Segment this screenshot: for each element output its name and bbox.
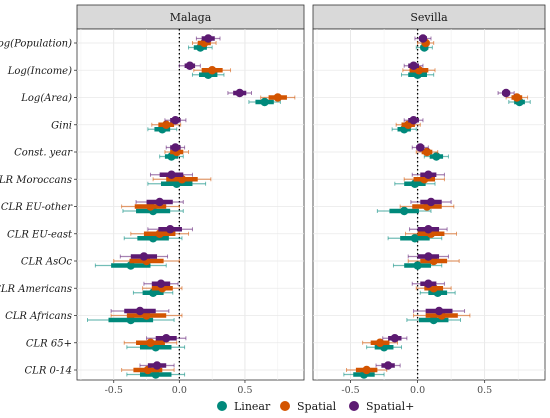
panel-title-sevilla: Sevilla <box>410 11 448 24</box>
estimate-point-linear-clr-eu-other-sevilla <box>399 206 409 216</box>
estimate-point-linear-clr-americans-malaga <box>148 288 158 297</box>
y-category-label-const-year: Const. year <box>14 148 73 159</box>
estimate-point-spatial-clr-asoc-malaga <box>139 252 149 261</box>
y-category-label-clr-eu-east: CLR EU-east <box>7 229 73 240</box>
y-category-label-clr-0-14: CLR 0-14 <box>25 366 72 377</box>
estimate-point-spatial-clr-americans-sevilla <box>424 279 433 288</box>
legend-swatch-linear <box>217 401 227 411</box>
estimate-point-spatial-log-income-sevilla <box>409 61 418 70</box>
panel-strip-malaga <box>76 4 305 30</box>
y-category-label-clr-asoc: CLR AsOc <box>21 257 73 268</box>
estimate-point-spatial-clr-65-malaga <box>162 334 171 343</box>
estimate-point-spatial-clr-65-malaga <box>146 338 155 347</box>
estimate-point-spatial-clr-0-14-malaga <box>152 361 162 370</box>
estimate-point-spatial-clr-eu-east-malaga <box>165 225 175 234</box>
panel-title-malaga: Malaga <box>170 11 212 24</box>
estimate-point-linear-clr-africans-sevilla <box>429 315 438 325</box>
estimate-point-spatial-clr-eu-other-malaga <box>155 197 164 207</box>
estimate-point-spatial-log-income-malaga <box>185 61 195 70</box>
legend-swatch-spatial <box>280 401 290 411</box>
estimate-point-spatial-clr-0-14-malaga <box>143 365 153 375</box>
estimate-point-spatial-const-year-sevilla <box>416 143 425 152</box>
estimate-point-spatial-clr-eu-other-sevilla <box>426 197 436 207</box>
panel-strip-sevilla <box>312 4 546 30</box>
y-category-label-clr-africans: CLR Africans <box>5 311 72 322</box>
y-category-label-log-area: Log(Area) <box>20 93 72 104</box>
y-category-label-gini: Gini <box>51 120 72 131</box>
estimate-point-spatial-clr-asoc-sevilla <box>424 252 433 261</box>
y-category-label-clr-eu-other: CLR EU-other <box>1 202 73 213</box>
x-tick-label: -0.5 <box>341 385 359 396</box>
estimate-point-spatial-clr-africans-malaga <box>135 306 145 316</box>
estimate-point-spatial-log-area-malaga <box>235 88 244 98</box>
legend-swatch-spatial <box>349 401 359 411</box>
estimate-point-linear-clr-asoc-malaga <box>126 261 135 270</box>
estimate-point-spatial-clr-moroccans-malaga <box>167 170 176 179</box>
estimate-point-spatial-const-year-sevilla <box>422 147 432 157</box>
x-tick-label: -0.5 <box>105 385 123 396</box>
x-tick-label: 0.0 <box>172 385 187 396</box>
estimate-point-linear-const-year-sevilla <box>432 152 441 161</box>
legend-label-spatial: Spatial <box>297 400 337 413</box>
estimate-point-linear-clr-moroccans-sevilla <box>410 179 420 188</box>
legend-label-linear: Linear <box>234 400 271 413</box>
estimate-point-linear-clr-0-14-malaga <box>151 370 160 379</box>
estimate-point-linear-clr-asoc-sevilla <box>413 261 422 270</box>
estimate-point-spatial-gini-sevilla <box>409 116 418 125</box>
legend-label-spatial: Spatial+ <box>366 400 414 413</box>
estimate-point-spatial-log-area-sevilla <box>501 88 511 98</box>
panel-frame-malaga <box>76 28 305 381</box>
estimate-point-spatial-log-population-sevilla <box>418 34 428 43</box>
y-category-label-log-population: Log(Population) <box>0 39 72 50</box>
estimate-point-spatial-log-population-malaga <box>204 34 213 43</box>
x-tick-label: 0.0 <box>410 385 425 396</box>
estimate-point-spatial-clr-moroccans-malaga <box>177 175 187 184</box>
estimate-point-spatial-clr-eu-other-malaga <box>146 202 155 211</box>
estimate-point-spatial-clr-0-14-sevilla <box>383 361 393 370</box>
estimate-point-spatial-log-income-malaga <box>207 66 217 75</box>
estimate-point-spatial-gini-malaga <box>171 116 180 125</box>
estimate-point-spatial-clr-eu-east-sevilla <box>424 225 433 234</box>
estimate-point-spatial-log-area-sevilla <box>512 93 522 102</box>
x-tick-label: 0.5 <box>477 385 492 396</box>
estimate-point-spatial-clr-65-sevilla <box>390 334 400 343</box>
estimate-point-linear-clr-eu-east-malaga <box>148 234 158 243</box>
estimate-point-spatial-log-area-malaga <box>273 93 282 102</box>
x-tick-label: 0.5 <box>237 385 252 396</box>
estimate-point-spatial-clr-0-14-sevilla <box>362 365 371 375</box>
estimate-point-spatial-clr-africans-malaga <box>142 311 151 320</box>
estimate-point-spatial-clr-africans-sevilla <box>434 306 444 316</box>
estimate-point-spatial-gini-malaga <box>162 120 171 129</box>
y-category-label-clr-65: CLR 65+ <box>26 338 72 349</box>
y-category-label-log-income: Log(Income) <box>7 66 72 77</box>
y-category-label-clr-americans: CLR Americans <box>0 284 72 295</box>
estimate-point-spatial-clr-moroccans-sevilla <box>424 170 433 179</box>
estimate-point-linear-log-area-malaga <box>260 97 269 107</box>
estimate-point-spatial-clr-65-sevilla <box>375 338 385 347</box>
estimate-point-linear-clr-africans-malaga <box>126 315 135 325</box>
estimate-point-spatial-clr-americans-malaga <box>156 279 166 288</box>
y-category-label-clr-moroccans: CLR Moroccans <box>0 175 72 186</box>
estimate-point-spatial-const-year-malaga <box>171 143 180 152</box>
estimate-point-linear-clr-eu-east-sevilla <box>410 234 420 243</box>
estimate-point-spatial-clr-eu-east-malaga <box>155 229 164 238</box>
